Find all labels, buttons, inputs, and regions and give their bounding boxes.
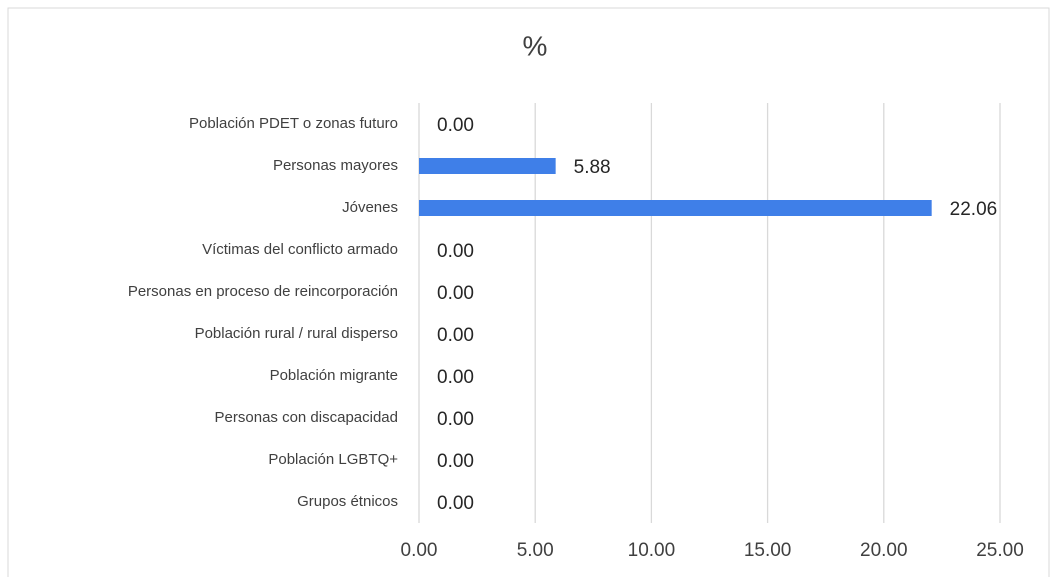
value-label: 5.88	[574, 157, 611, 178]
value-label: 22.06	[950, 199, 998, 220]
value-label: 0.00	[437, 451, 474, 472]
y-tick-label: Personas mayores	[273, 157, 398, 174]
x-tick-label: 10.00	[628, 540, 676, 561]
x-tick-label: 20.00	[860, 540, 908, 561]
value-label: 0.00	[437, 283, 474, 304]
value-label: 0.00	[437, 241, 474, 262]
y-tick-label: Jóvenes	[342, 199, 398, 216]
bar	[419, 200, 932, 216]
y-tick-label: Población PDET o zonas futuro	[189, 115, 398, 132]
x-tick-label: 25.00	[976, 540, 1024, 561]
y-tick-label: Víctimas del conflicto armado	[202, 241, 398, 258]
value-label: 0.00	[437, 325, 474, 346]
value-label: 0.00	[437, 367, 474, 388]
value-label: 0.00	[437, 115, 474, 136]
x-tick-label: 15.00	[744, 540, 792, 561]
bar	[419, 158, 556, 174]
x-tick-label: 0.00	[401, 540, 438, 561]
value-label: 0.00	[437, 493, 474, 514]
y-tick-label: Personas en proceso de reincorporación	[128, 283, 398, 300]
x-tick-label: 5.00	[517, 540, 554, 561]
y-tick-label: Población LGBTQ+	[268, 451, 398, 468]
y-tick-label: Grupos étnicos	[297, 493, 398, 510]
y-tick-label: Personas con discapacidad	[215, 409, 398, 426]
y-tick-label: Población migrante	[270, 367, 398, 384]
chart-title: %	[523, 30, 548, 61]
chart-frame	[7, 7, 1050, 577]
y-tick-label: Población rural / rural disperso	[195, 325, 398, 342]
value-label: 0.00	[437, 409, 474, 430]
